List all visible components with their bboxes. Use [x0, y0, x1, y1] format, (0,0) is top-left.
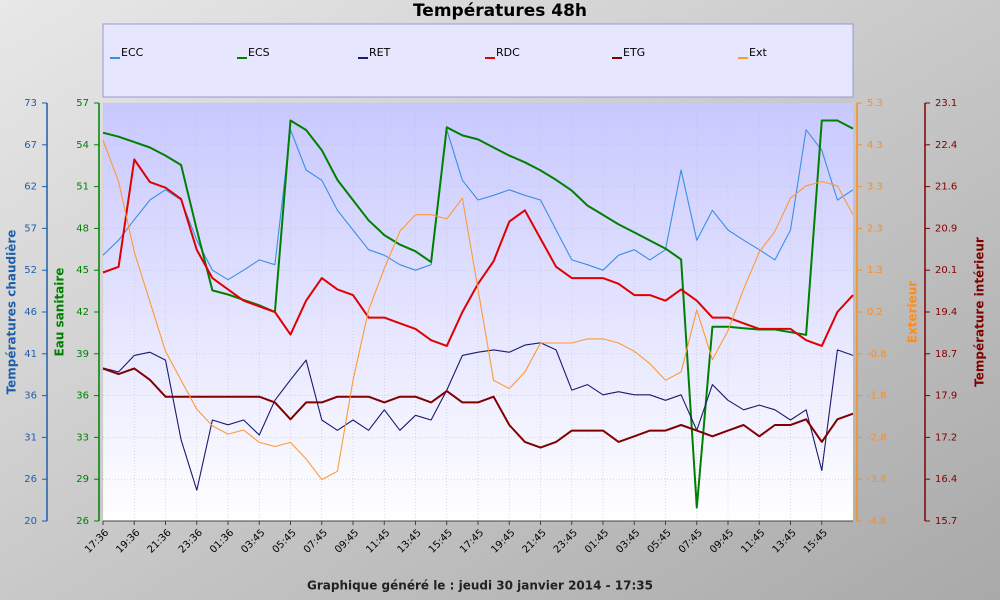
axis-title: Température intérieur [973, 237, 987, 387]
y-tick-label: 4.3 [867, 140, 883, 151]
y-tick-label: 5.3 [867, 98, 883, 109]
y-tick-label: 15.7 [935, 516, 957, 527]
y-tick-label: 23.1 [935, 98, 957, 109]
series-line [102, 129, 854, 281]
y-tick-label: 36 [24, 391, 37, 402]
y-tick-label: 17.9 [935, 391, 957, 402]
y-tick-label: -2.8 [867, 432, 887, 443]
y-tick-label: 20.9 [935, 223, 957, 234]
axis-title: Eau sanitaire [53, 268, 67, 357]
legend-label: ETG [623, 46, 645, 59]
y-tick-label: 21.6 [935, 182, 957, 193]
y-tick-label: 17.2 [935, 432, 957, 443]
legend-label: ECS [248, 46, 270, 59]
y-tick-label: 22.4 [935, 140, 957, 151]
y-tick-label: 52 [24, 265, 37, 276]
y-tick-label: 54 [76, 140, 89, 151]
footer: Graphique généré le : jeudi 30 janvier 2… [307, 579, 653, 593]
chart-title: Températures 48h [413, 1, 587, 21]
y-tick-label: 26 [24, 474, 37, 485]
legend-box [102, 23, 854, 98]
y-tick-label: 20.1 [935, 265, 957, 276]
y-tick-label: -4.8 [867, 516, 887, 527]
y-tick-label: 18.7 [935, 349, 957, 360]
series-line [102, 342, 854, 491]
axis-title: Exterieur [906, 281, 920, 344]
y-tick-label: 57 [24, 223, 37, 234]
y-tick-label: -1.8 [867, 391, 887, 402]
y-tick-label: 41 [24, 349, 37, 360]
series-line [102, 140, 854, 481]
y-tick-label: 1.3 [867, 265, 883, 276]
y-tick-label: 0.2 [867, 307, 883, 318]
y-tick-label: 26 [76, 516, 89, 527]
y-tick-label: 19.4 [935, 307, 957, 318]
y-tick-label: 33 [76, 432, 89, 443]
legend-label: ECC [121, 46, 144, 59]
legend-label: Ext [749, 46, 767, 59]
y-tick-label: -3.8 [867, 474, 887, 485]
axis-title: Températures chaudière [5, 230, 19, 395]
y-tick-label: 39 [76, 349, 89, 360]
y-tick-label: 31 [24, 432, 37, 443]
y-tick-label: 20 [24, 516, 37, 527]
y-tick-label: 42 [76, 307, 89, 318]
series-line [102, 158, 854, 347]
y-tick-label: 36 [76, 391, 89, 402]
y-tick-label: 45 [76, 265, 89, 276]
y-tick-label: 57 [76, 98, 89, 109]
y-tick-label: 51 [76, 182, 89, 193]
series-line [102, 119, 854, 509]
series-line [102, 367, 854, 449]
y-tick-label: 16.4 [935, 474, 957, 485]
y-tick-label: 46 [24, 307, 37, 318]
y-tick-label: 62 [24, 182, 37, 193]
y-tick-label: 29 [76, 474, 89, 485]
y-tick-label: -0.8 [867, 349, 887, 360]
legend-label: RDC [496, 46, 520, 59]
y-tick-label: 48 [76, 223, 89, 234]
y-tick-label: 67 [24, 140, 37, 151]
y-tick-label: 73 [24, 98, 37, 109]
y-tick-label: 3.3 [867, 182, 883, 193]
legend-label: RET [369, 46, 391, 59]
y-tick-label: 2.3 [867, 223, 883, 234]
